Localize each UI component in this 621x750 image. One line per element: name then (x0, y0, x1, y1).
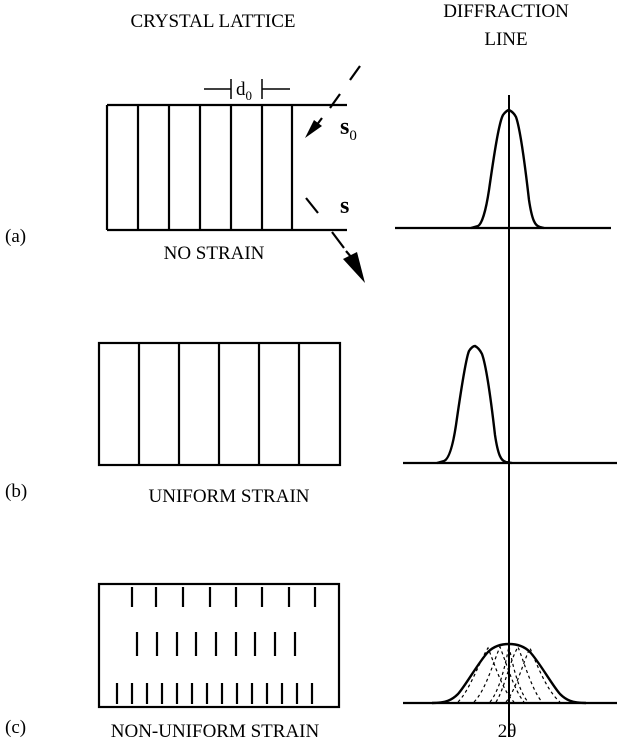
diffraction-peak-a (470, 108, 545, 230)
d0-label: d0 (236, 79, 252, 103)
panel-c: NON-UNIFORM STRAIN (c) 2θ (5, 582, 617, 742)
panel-b: UNIFORM STRAIN (b) (5, 341, 617, 507)
lattice-ticks-middle (135, 632, 297, 656)
crystal-lattice-heading: CRYSTAL LATTICE (130, 11, 295, 32)
diffraction-peak-c (431, 642, 587, 705)
s-label: s (340, 193, 349, 219)
diffracted-arrow-head (343, 252, 365, 283)
s0-label: s0 (340, 114, 357, 144)
d0-spacing-marker (204, 79, 290, 99)
lattice-uniform-strain (97, 341, 342, 467)
component-peaks-dashed (457, 645, 561, 703)
two-theta-label: 2θ (498, 721, 517, 742)
diffraction-peak-b (436, 344, 513, 465)
lattice-ticks-top (130, 587, 317, 607)
lattice-non-uniform-strain (97, 582, 341, 709)
panel-c-caption: NON-UNIFORM STRAIN (111, 721, 320, 742)
line-heading: LINE (484, 29, 527, 50)
diffraction-heading: DIFFRACTION (443, 1, 569, 22)
panel-c-label: (c) (5, 717, 26, 738)
incident-arrow-head (305, 120, 322, 138)
panel-b-label: (b) (5, 481, 27, 502)
incident-beam (315, 65, 361, 127)
panel-a-label: (a) (5, 226, 26, 247)
panel-a-caption: NO STRAIN (164, 243, 265, 264)
panel-a: d0 s0 s NO STRAIN (a) (5, 65, 611, 283)
panel-b-caption: UNIFORM STRAIN (149, 486, 310, 507)
lattice-ticks-bottom (115, 683, 314, 704)
lattice-no-strain (105, 103, 347, 232)
